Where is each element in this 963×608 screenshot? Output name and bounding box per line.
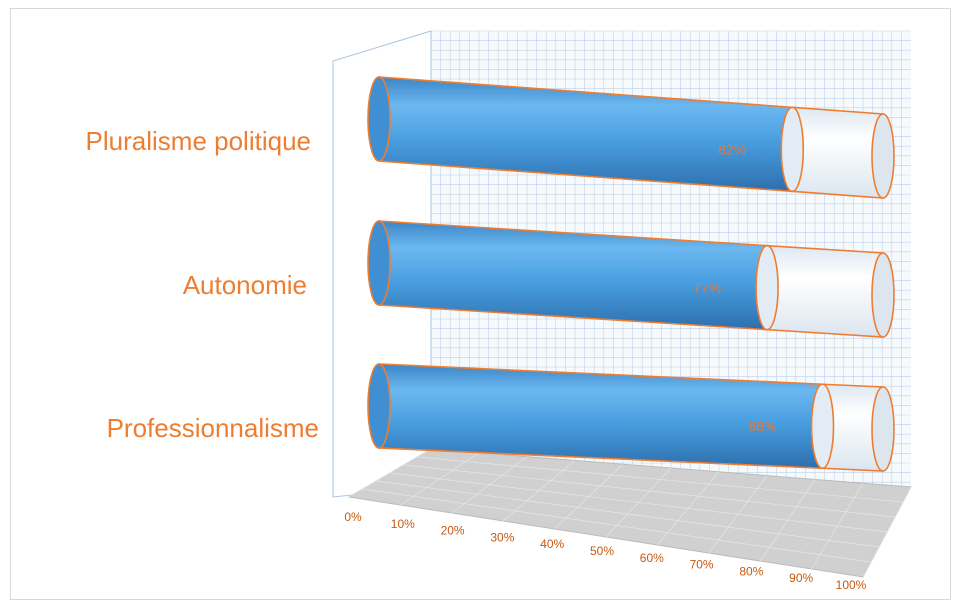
bar-fill-cap xyxy=(780,106,805,193)
bar-fill-cap xyxy=(755,244,779,331)
x-tick-label: 50% xyxy=(590,544,614,558)
data-label: 77% xyxy=(693,280,721,296)
x-tick-label: 40% xyxy=(540,537,564,551)
bar-end-cap xyxy=(871,113,895,199)
x-tick-label: 100% xyxy=(836,578,867,592)
floor-grid-line xyxy=(403,464,896,518)
x-tick-label: 60% xyxy=(640,551,664,565)
x-tick-label: 90% xyxy=(789,571,813,585)
floor-grid-line xyxy=(389,472,888,533)
bar-remainder xyxy=(791,106,884,199)
bar-end-cap xyxy=(871,252,895,338)
chart-bars: 82% 77% 88% xyxy=(367,76,895,472)
x-tick-label: 10% xyxy=(391,517,415,531)
chart-floor xyxy=(347,448,912,578)
chart-frame: 82% 77% 88% Pluralisme politique Autonomie P… xyxy=(10,8,951,600)
category-label: Professionnalisme xyxy=(107,413,319,443)
x-tick-labels: 0% 10% 20% 30% 40% 50% 60% 70% 80% 90% 100% xyxy=(344,510,866,592)
floor-grid-line xyxy=(376,480,880,548)
data-label: 82% xyxy=(718,141,746,157)
x-tick-label: 70% xyxy=(690,558,714,572)
x-tick-label: 20% xyxy=(441,524,465,538)
x-tick-label: 0% xyxy=(344,510,362,524)
floor-grid-line xyxy=(362,488,872,563)
category-label: Pluralisme politique xyxy=(86,126,311,156)
bar-remainder xyxy=(766,244,884,338)
category-labels: Pluralisme politique Autonomie Professionn… xyxy=(86,126,319,443)
x-tick-label: 30% xyxy=(490,530,514,544)
bar-fill-cap xyxy=(810,383,835,470)
side-wall xyxy=(332,30,432,498)
category-label: Autonomie xyxy=(183,270,307,300)
bar-start-cap xyxy=(367,363,391,449)
bar-end-cap xyxy=(871,386,895,472)
chart-svg: 82%77%88% Pluralisme politiqueAutonomieP… xyxy=(86,30,912,592)
x-tick-label: 80% xyxy=(739,564,763,578)
floor-grid-line xyxy=(417,456,904,503)
bar-start-cap xyxy=(367,76,391,162)
bar-start-cap xyxy=(367,220,391,306)
data-label: 88% xyxy=(749,418,777,434)
